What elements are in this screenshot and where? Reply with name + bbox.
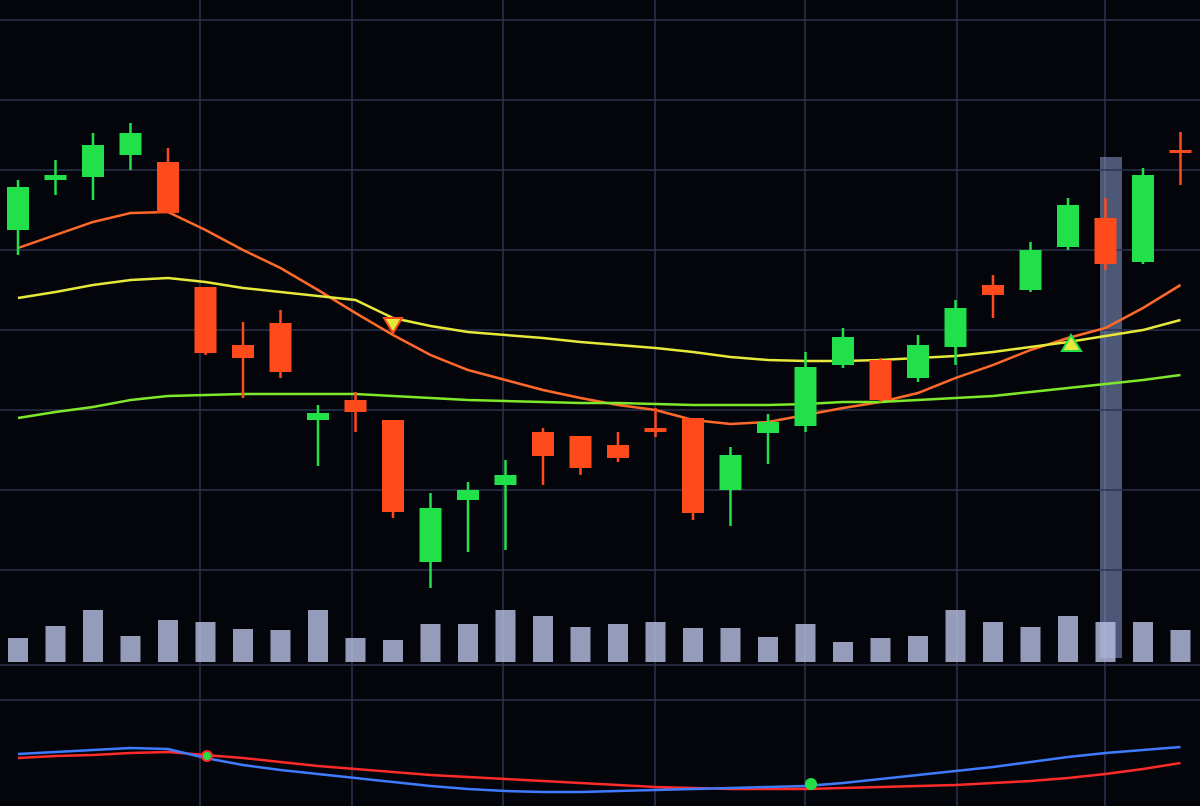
- volume-bar: [983, 622, 1003, 662]
- volume-bar: [608, 624, 628, 662]
- candle-body: [269, 323, 292, 372]
- candle-body: [344, 400, 367, 412]
- volume-bar: [1058, 616, 1078, 662]
- volume-bar: [645, 622, 666, 662]
- candle-body: [194, 287, 217, 353]
- candle-body: [382, 420, 404, 512]
- moving-average: [17, 373, 1181, 420]
- candle-body: [7, 187, 29, 230]
- buy-signal: [1060, 333, 1083, 352]
- candle-body: [1094, 218, 1117, 264]
- candle-body: [982, 285, 1004, 295]
- candle-body: [944, 308, 967, 347]
- highlight-column: [1100, 157, 1122, 658]
- volume-bar: [533, 616, 553, 662]
- volume-bar: [1095, 622, 1116, 662]
- cross-marker: [805, 778, 817, 790]
- cross-marker: [201, 750, 213, 762]
- candle-body: [1169, 150, 1192, 153]
- volume-bar: [270, 630, 291, 662]
- candle-body: [869, 360, 892, 400]
- volume-bar: [195, 622, 216, 662]
- candle-body: [119, 133, 142, 155]
- candle-body: [794, 367, 817, 426]
- candle-body: [719, 455, 742, 490]
- volume-bar: [758, 637, 778, 662]
- volume-bar: [495, 610, 516, 662]
- volume-bar: [458, 624, 478, 662]
- candle-body: [569, 436, 592, 468]
- sell-signal: [382, 317, 404, 335]
- plot: [0, 19, 1200, 794]
- volume-bar: [120, 636, 141, 662]
- volume-bar: [45, 626, 66, 662]
- candle-body: [1019, 250, 1042, 290]
- candle-body: [607, 445, 629, 458]
- candle-body: [232, 345, 254, 358]
- volume-bar: [1133, 622, 1153, 662]
- volume-bar: [345, 638, 366, 662]
- volume-bar: [420, 624, 441, 662]
- candle-body: [1132, 175, 1154, 262]
- candle-body: [644, 428, 667, 432]
- volume-bar: [383, 640, 403, 662]
- moving-average: [17, 210, 1182, 426]
- volume-bar: [1170, 630, 1191, 662]
- candle-body: [832, 337, 854, 365]
- volume-bar: [683, 628, 703, 662]
- volume-bar: [833, 642, 853, 662]
- candle-body: [419, 508, 442, 562]
- candle-body: [494, 475, 517, 485]
- volume-bar: [795, 624, 816, 662]
- volume-bar: [720, 628, 741, 662]
- volume-bar: [83, 610, 103, 662]
- volume-bar: [8, 638, 28, 662]
- volume-bar: [570, 627, 591, 662]
- candle-body: [532, 432, 554, 456]
- volume-bar: [1020, 627, 1041, 662]
- candle-body: [307, 413, 329, 420]
- candle-body: [457, 490, 479, 500]
- candle-body: [157, 162, 179, 213]
- candle-body: [82, 145, 104, 177]
- volume-bar: [908, 636, 928, 662]
- candle-body: [682, 418, 704, 513]
- candle-body: [757, 422, 779, 433]
- candle-body: [907, 345, 929, 378]
- candle-body: [1057, 205, 1079, 247]
- candle-body: [44, 175, 67, 180]
- volume-bar: [308, 610, 328, 662]
- volume-bar: [158, 620, 178, 662]
- moving-average: [17, 276, 1181, 363]
- volume-bar: [945, 610, 966, 662]
- volume-bar: [233, 629, 253, 662]
- volume-bar: [870, 638, 891, 662]
